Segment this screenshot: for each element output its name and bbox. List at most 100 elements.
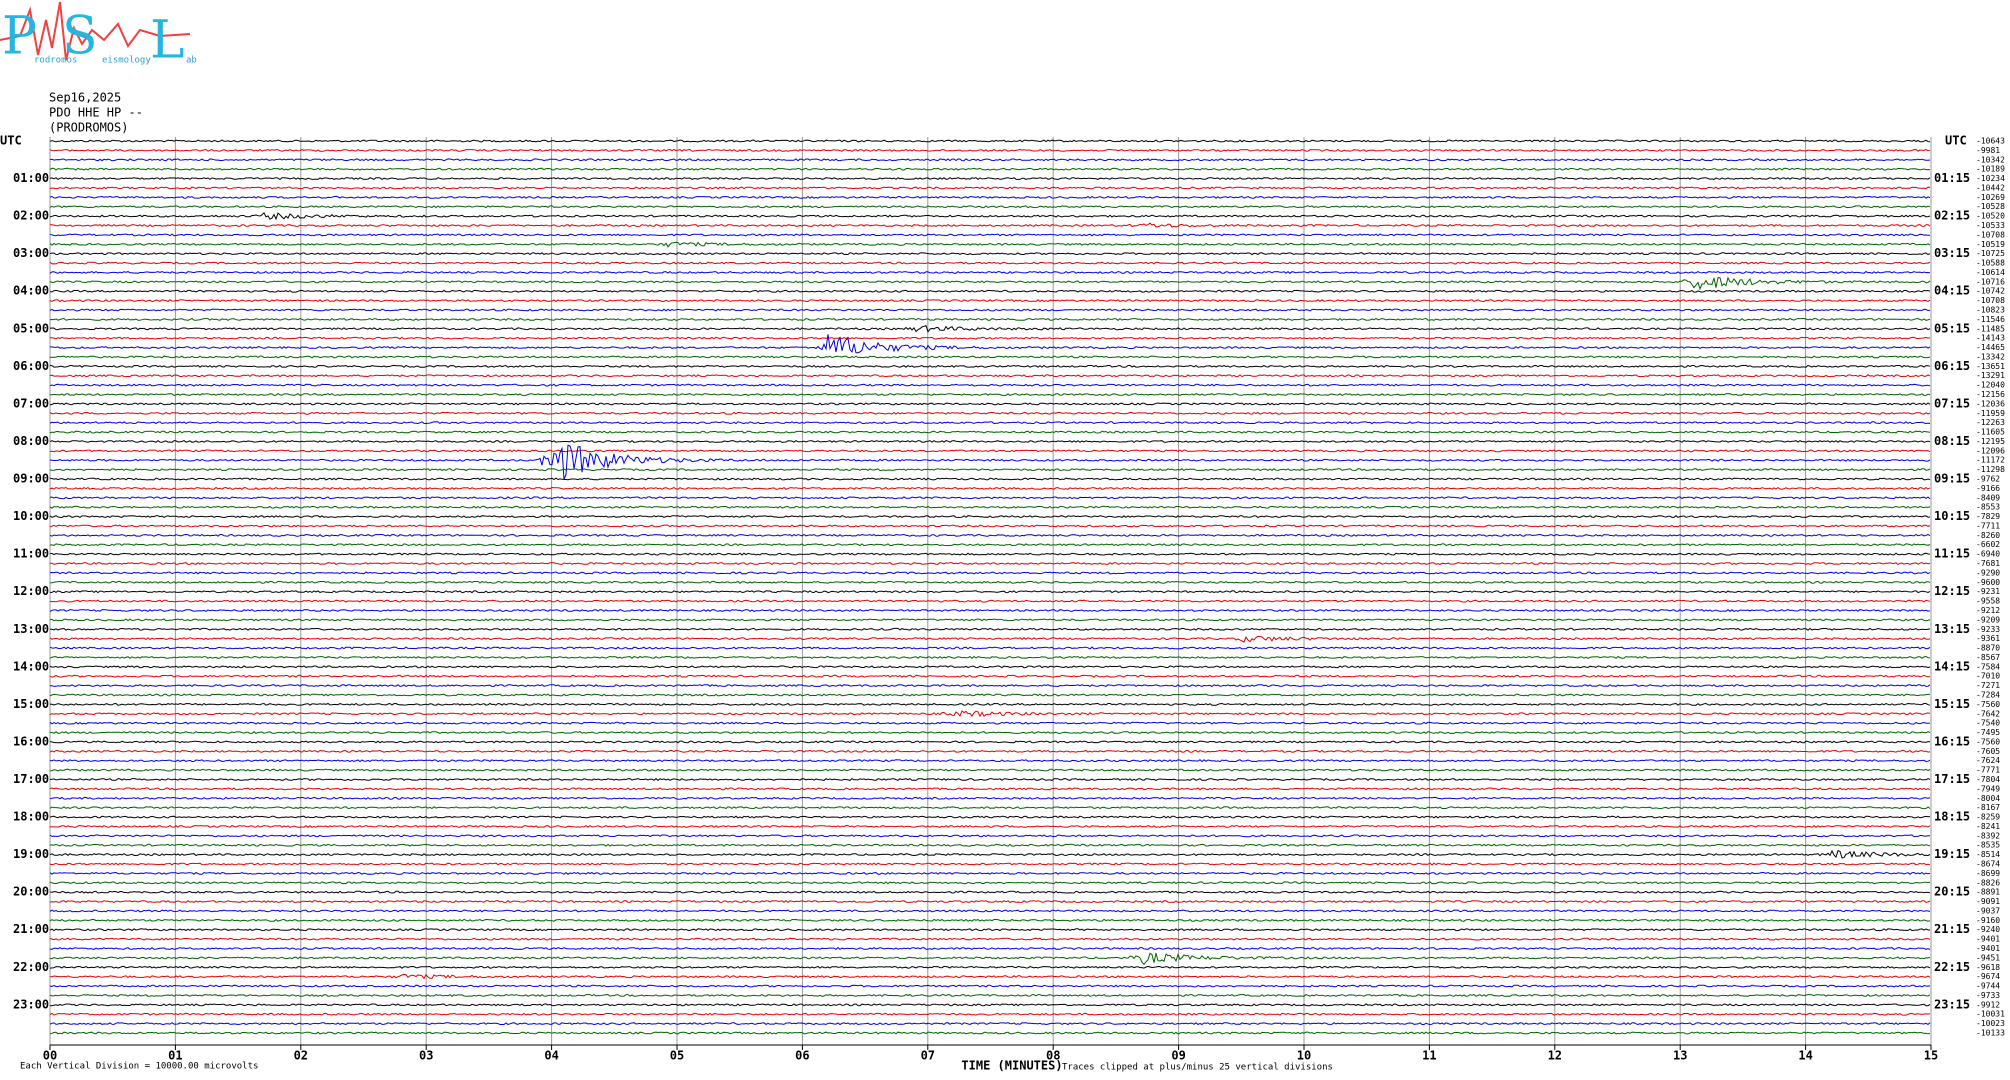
seismic-trace (49, 928, 1930, 932)
hour-label: 04:15 (1934, 284, 1970, 298)
x-tick-label: 08 (1046, 1049, 1060, 1063)
trace-offset: -9558 (1976, 597, 2000, 606)
seismic-trace (49, 684, 1931, 688)
seismic-trace (49, 317, 1931, 321)
seismic-trace (49, 946, 1931, 951)
hour-label: 05:15 (1934, 321, 1970, 335)
trace-offset: -10234 (1976, 174, 2005, 183)
trace-offset: -9451 (1976, 953, 2000, 962)
trace-offset: -10023 (1976, 1019, 2005, 1028)
seismic-trace (49, 815, 1931, 819)
hour-label: 13:00 (13, 622, 49, 636)
trace-offset: -8870 (1976, 644, 2000, 653)
trace-offset: -10588 (1976, 259, 2005, 268)
seismic-trace (49, 693, 1931, 697)
trace-offset: -11172 (1976, 456, 2005, 465)
seismic-trace (49, 533, 1931, 537)
hour-label: 13:15 (1934, 622, 1970, 636)
trace-offset: -7804 (1976, 775, 2000, 784)
trace-offset: -9744 (1976, 982, 2000, 991)
trace-offset: -9762 (1976, 475, 2000, 484)
hour-label: 14:15 (1934, 659, 1970, 673)
hour-label: 18:15 (1934, 810, 1970, 824)
trace-offset: -8567 (1976, 653, 2000, 662)
seismic-trace (49, 768, 1931, 772)
seismic-trace (49, 364, 1931, 368)
x-tick-label: 02 (294, 1049, 308, 1063)
seismic-trace (49, 635, 1931, 643)
seismic-trace (49, 561, 1931, 566)
trace-offset: -9091 (1976, 897, 2000, 906)
hour-label: 05:00 (13, 321, 49, 335)
seismic-trace (49, 252, 1931, 256)
seismic-trace (49, 1031, 1931, 1035)
seismic-trace (49, 167, 1931, 171)
trace-offset: -9290 (1976, 568, 2000, 577)
trace-offset: -14465 (1976, 343, 2005, 352)
x-tick-label: 05 (670, 1049, 684, 1063)
seismic-trace (49, 355, 1931, 359)
trace-offset: -7010 (1976, 672, 2000, 681)
trace-offset: -7642 (1976, 709, 2000, 718)
seismic-trace (49, 486, 1931, 490)
trace-offset: -9209 (1976, 615, 2000, 624)
trace-offset: -9618 (1976, 963, 2000, 972)
x-axis-label: TIME (MINUTES) (961, 1059, 1062, 1073)
seismic-trace (49, 599, 1931, 603)
trace-offset: -12096 (1976, 446, 2005, 455)
trace-offset: -7284 (1976, 690, 2000, 699)
x-tick-label: 06 (795, 1049, 809, 1063)
seismic-trace (49, 195, 1931, 199)
trace-offset: -7711 (1976, 521, 2000, 530)
logo-word: ab (186, 56, 197, 66)
hour-label: 07:15 (1934, 396, 1970, 410)
seismic-trace (49, 759, 1931, 763)
x-tick-label: 13 (1673, 1049, 1687, 1063)
trace-offset: -11298 (1976, 465, 2005, 474)
trace-offset: -10716 (1976, 277, 2005, 286)
trace-offset: -10269 (1976, 193, 2005, 202)
seismic-trace (49, 336, 1931, 340)
seismic-trace (49, 402, 1931, 406)
seismic-trace (49, 289, 1931, 293)
seismic-trace (49, 430, 1931, 434)
trace-offset: -11959 (1976, 409, 2005, 418)
seismic-trace (49, 806, 1931, 810)
trace-offset: -8535 (1976, 841, 2000, 850)
seismic-trace (49, 965, 1931, 969)
hour-label: 12:00 (13, 584, 49, 598)
seismic-trace (49, 241, 1931, 248)
seismic-trace (49, 890, 1931, 894)
hour-label: 19:00 (13, 847, 49, 861)
seismic-trace (49, 543, 1931, 547)
seismic-trace (49, 222, 1931, 228)
seismic-trace (49, 984, 1931, 988)
hour-label: 22:15 (1934, 960, 1970, 974)
trace-offset: -7624 (1976, 756, 2000, 765)
trace-offset: -10442 (1976, 183, 2005, 192)
seismic-trace (49, 158, 1931, 162)
trace-offset: -8699 (1976, 869, 2000, 878)
trace-offset: -9600 (1976, 578, 2000, 587)
trace-offset: -7605 (1976, 747, 2000, 756)
hour-label: 01:15 (1934, 171, 1970, 185)
header-channel: PDO HHE HP -- (49, 106, 143, 120)
seismic-trace (49, 881, 1931, 885)
seismic-trace (49, 900, 1931, 904)
hour-label: 15:00 (13, 697, 49, 711)
hour-label: 20:00 (13, 885, 49, 899)
x-tick-label: 10 (1297, 1049, 1311, 1063)
trace-offset: -9233 (1976, 625, 2000, 634)
trace-offset: -9231 (1976, 587, 2000, 596)
seismic-trace (49, 1022, 1931, 1026)
hour-label: 23:15 (1934, 997, 1970, 1011)
seismic-trace (49, 993, 1931, 997)
trace-offset: -11605 (1976, 428, 2005, 437)
hour-label: 16:15 (1934, 734, 1970, 748)
trace-offset: -10643 (1976, 137, 2005, 146)
trace-offset: -7560 (1976, 700, 2000, 709)
hour-label: 21:00 (13, 922, 49, 936)
trace-offset: -9160 (1976, 916, 2000, 925)
seismic-trace (49, 580, 1931, 584)
trace-offset: -9401 (1976, 944, 2000, 953)
